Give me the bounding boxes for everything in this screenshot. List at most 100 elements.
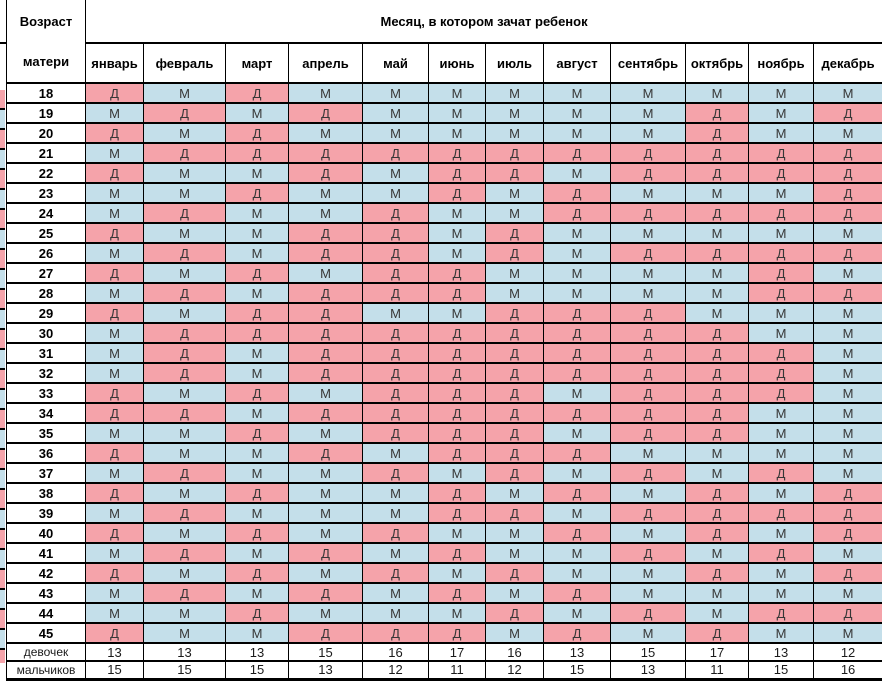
girl-cell: Д [225,382,289,404]
boy-cell: М [288,82,363,104]
girl-cell: Д [288,302,363,324]
girl-cell: Д [610,602,686,624]
girl-cell: Д [225,262,289,284]
boy-cell: М [428,522,486,544]
girl-cell: Д [543,302,611,324]
girl-cell: Д [610,542,686,564]
girl-cell: Д [485,242,544,264]
girl-cell: Д [362,242,429,264]
boy-cell: М [85,502,144,524]
table-row: 20 Д М Д М М М М М М Д М М [6,122,882,144]
boy-cell: М [543,502,611,524]
boy-cell: М [288,522,363,544]
boy-cell: М [610,522,686,544]
summary-count: 15 [143,660,226,681]
summary-count: 13 [85,642,144,662]
boy-cell: М [288,182,363,204]
mother-age: 27 [6,262,86,284]
boy-cell: М [85,282,144,304]
table-row: 43 М Д М Д М Д М Д М М М М [6,582,882,604]
boy-cell: М [610,442,686,464]
boy-cell: М [225,342,289,364]
boy-cell: М [748,302,814,324]
boy-cell: М [225,582,289,604]
mother-age: 25 [6,222,86,244]
boy-cell: М [543,282,611,304]
boy-cell: М [225,362,289,384]
mother-age: 45 [6,622,86,644]
boy-cell: М [362,502,429,524]
girl-cell: Д [428,142,486,164]
boy-cell: М [143,602,226,624]
boy-cell: М [225,282,289,304]
girl-cell: Д [543,622,611,644]
girl-cell: Д [685,102,749,124]
boy-cell: М [85,102,144,124]
girl-cell: Д [685,322,749,344]
girl-cell: Д [485,562,544,584]
girl-cell: Д [143,402,226,424]
table-row: 31 М Д М Д Д Д Д Д Д Д Д М [6,342,882,364]
girl-cell: Д [812,182,882,204]
table-row: 19 М Д М Д М М М М М Д М Д [6,102,882,124]
age-header-line1: Возраст [19,14,73,29]
table-row: 38 Д М Д М М Д М Д М Д М Д [6,482,882,504]
girl-cell: Д [685,122,749,144]
boy-cell: М [485,542,544,564]
girl-cell: Д [85,122,144,144]
month-header: июнь [428,42,486,84]
boy-cell: М [143,182,226,204]
girl-cell: Д [685,422,749,444]
table-row: 45 Д М М Д Д Д М Д М Д М М [6,622,882,644]
girl-cell: Д [362,282,429,304]
table-row: 27 Д М Д М Д Д М М М М Д М [6,262,882,284]
girl-cell: Д [812,482,882,504]
summary-row: мальчиков 15 15 15 13 12 11 12 15 13 11 15 16 [6,660,882,681]
girl-cell: Д [428,582,486,604]
boy-cell: М [685,602,749,624]
month-header: май [362,42,429,84]
girl-cell: Д [288,282,363,304]
boy-cell: М [748,562,814,584]
boy-cell: М [428,602,486,624]
mother-age: 19 [6,102,86,124]
summary-count: 15 [288,642,363,662]
boy-cell: М [543,602,611,624]
mother-age: 18 [6,82,86,104]
table-row: 35 М М Д М Д Д Д М Д Д М М [6,422,882,444]
boy-cell: М [428,302,486,324]
boy-cell: М [225,462,289,484]
age-header-line2: матери [22,54,70,69]
boy-cell: М [812,82,882,104]
girl-cell: Д [143,142,226,164]
boy-cell: М [485,122,544,144]
girl-cell: Д [225,82,289,104]
girl-cell: Д [428,442,486,464]
boy-cell: М [812,322,882,344]
girl-cell: Д [85,382,144,404]
girl-cell: Д [428,322,486,344]
boy-cell: М [362,182,429,204]
table-row: 26 М Д М Д Д М Д М Д Д Д Д [6,242,882,264]
girl-cell: Д [143,282,226,304]
boy-cell: М [748,102,814,124]
table-row: 21 М Д Д Д Д Д Д Д Д Д Д Д [6,142,882,164]
boy-cell: М [748,622,814,644]
boy-cell: М [543,382,611,404]
girl-cell: Д [85,222,144,244]
girl-cell: Д [225,522,289,544]
girl-cell: Д [85,562,144,584]
boy-cell: М [748,482,814,504]
girl-cell: Д [610,422,686,444]
boy-cell: М [485,282,544,304]
mother-age: 38 [6,482,86,504]
girl-cell: Д [748,282,814,304]
mother-age: 37 [6,462,86,484]
month-group-header: Месяц, в котором зачат ребенок [84,0,882,44]
girl-cell: Д [610,462,686,484]
summary-count: 13 [610,660,686,681]
month-header: ноябрь [748,42,814,84]
boy-cell: М [812,362,882,384]
girl-cell: Д [485,302,544,324]
girl-cell: Д [288,582,363,604]
